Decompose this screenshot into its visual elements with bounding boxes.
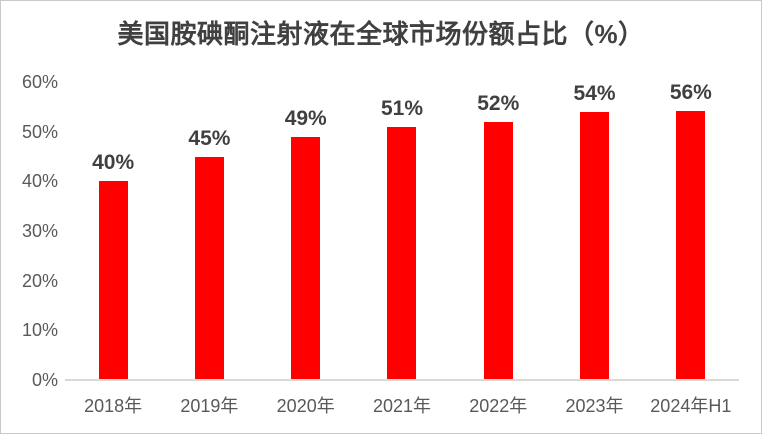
bar (676, 111, 706, 380)
bar-value-label: 45% (188, 126, 231, 150)
y-tick-label: 20% (21, 270, 58, 291)
bar-column: 56% (643, 82, 739, 380)
x-tick-label: 2018年 (84, 396, 143, 416)
bar-column: 40% (65, 82, 161, 380)
y-tick-label: 10% (21, 320, 58, 341)
bar (387, 126, 417, 380)
x-axis-line (65, 379, 739, 381)
x-tick-label: 2024年H1 (650, 396, 732, 416)
x-tick-label: 2021年 (372, 396, 431, 416)
bar (580, 111, 610, 380)
bar-column: 45% (161, 82, 257, 380)
bar-value-label: 52% (477, 91, 520, 115)
x-axis: 2018年 2019年 2020年 2021年 2022年 2023年 2024年H1 (65, 392, 739, 418)
x-tick-label: 2022年 (469, 396, 528, 416)
y-axis: 0% 10% 20% 30% 40% 50% 60% (1, 73, 58, 389)
bar-value-label: 49% (284, 106, 327, 130)
bar-column: 52% (450, 82, 546, 380)
bar-value-label: 51% (380, 96, 423, 120)
bar (194, 156, 224, 380)
bar (291, 136, 321, 380)
y-tick-label: 50% (21, 121, 58, 142)
bar-value-label: 56% (669, 81, 712, 104)
bar-column: 49% (258, 82, 354, 380)
bar (98, 181, 128, 380)
bars-area: 40% 45% 49% 51% 52% 54% 56% (65, 82, 739, 380)
chart-title: 美国胺碘酮注射液在全球市场份额占比（%） (117, 19, 645, 49)
x-tick-label: 2019年 (180, 396, 239, 416)
y-tick-label: 30% (21, 221, 58, 241)
bar (483, 121, 513, 380)
bar-column: 54% (546, 82, 642, 380)
bar-value-label: 54% (573, 81, 616, 105)
bar-value-label: 40% (92, 151, 135, 175)
y-tick-label: 40% (21, 171, 58, 192)
x-tick-label: 2020年 (276, 396, 335, 416)
bar-column: 51% (354, 82, 450, 380)
x-tick-label: 2023年 (565, 396, 624, 416)
y-tick-label: 60% (21, 72, 58, 92)
y-tick-label: 0% (31, 370, 58, 390)
